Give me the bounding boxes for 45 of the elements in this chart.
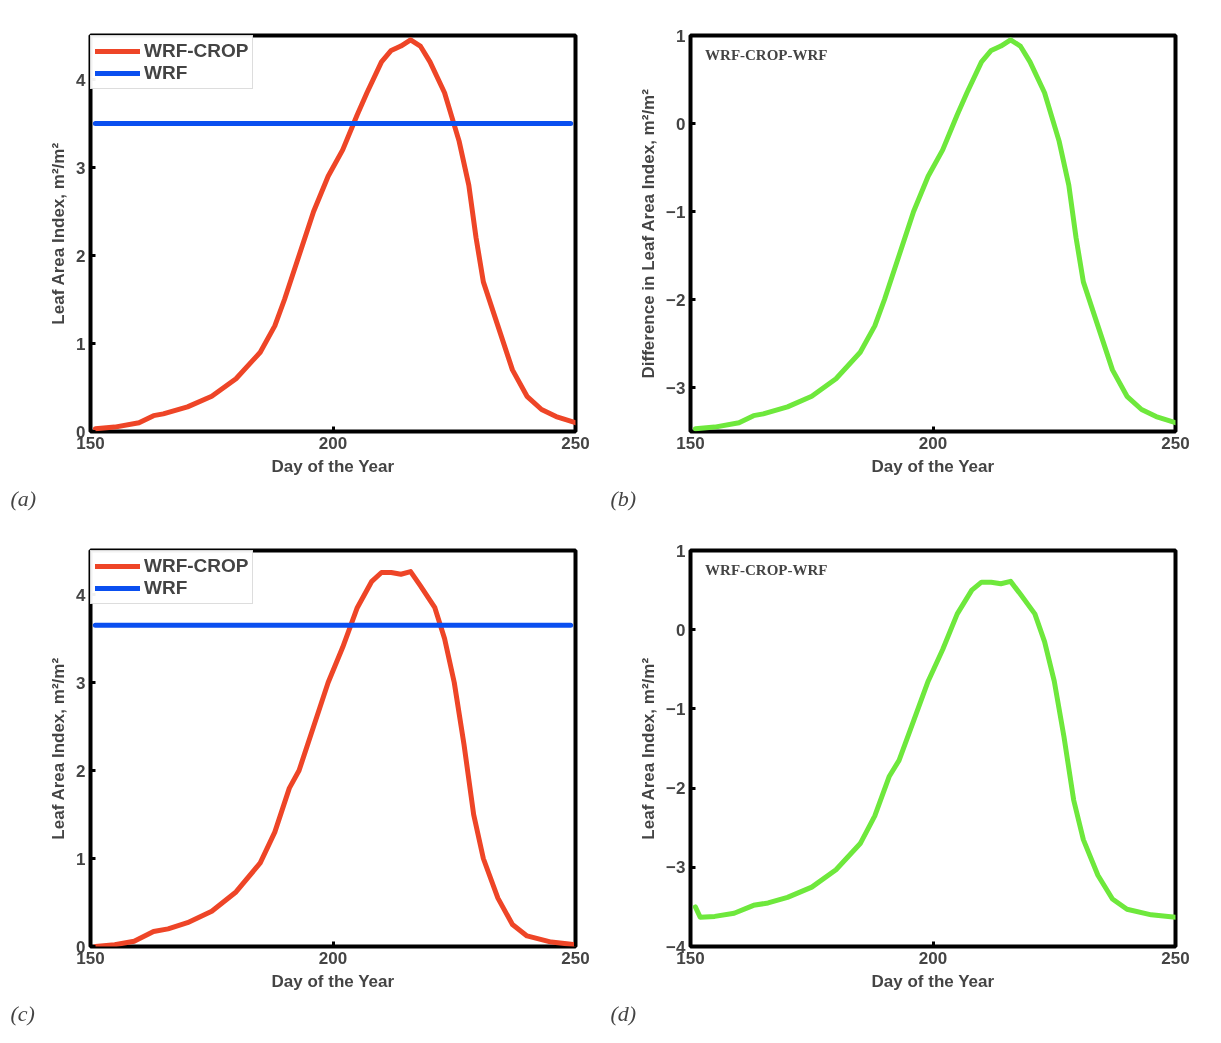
x-tick-label: 200 (318, 433, 348, 453)
text: (d) (610, 1000, 637, 1026)
x-tick-label: 200 (918, 948, 948, 968)
y-tick-label: 3 (76, 673, 86, 693)
x-axis-title: Day of the Year (871, 971, 995, 991)
legend-label: WRF-CROP (144, 40, 249, 62)
y-tick-label: −1 (666, 202, 686, 222)
y-tick-label: 4 (76, 70, 87, 90)
text: (c) (10, 1000, 35, 1026)
x-tick-label: 250 (1161, 948, 1190, 968)
y-tick-label: −3 (666, 858, 686, 878)
legend-label: WRF-CROP (144, 555, 249, 577)
y-tick-label: 3 (76, 158, 86, 178)
x-tick-label: 250 (1161, 433, 1190, 453)
y-tick-label: 0 (676, 114, 686, 134)
y-tick-label: 1 (676, 26, 686, 46)
x-tick-label: 250 (561, 948, 590, 968)
y-axis-title: Difference in Leaf Area Index, m²/m² (639, 88, 659, 379)
legend-label: WRF (144, 62, 188, 84)
x-axis-title: Day of the Year (271, 456, 395, 476)
y-tick-label: 1 (76, 334, 86, 354)
y-axis-title: Leaf Area Index, m²/m² (639, 657, 659, 840)
y-tick-label: −2 (666, 290, 686, 310)
annotation: WRF-CROP-WRF (705, 47, 828, 64)
x-axis-title: Day of the Year (871, 456, 995, 476)
y-axis-title: Leaf Area Index, m²/m² (49, 142, 69, 325)
x-axis-title: Day of the Year (271, 971, 395, 991)
y-tick-label: −3 (666, 378, 686, 398)
y-tick-label: 2 (76, 761, 86, 781)
x-tick-label: 200 (918, 433, 948, 453)
annotation: WRF-CROP-WRF (705, 562, 828, 579)
x-tick-label: 150 (676, 433, 705, 453)
text: (b) (610, 485, 637, 511)
y-tick-label: 1 (676, 541, 686, 561)
y-tick-label: 4 (76, 585, 87, 605)
y-tick-label: 2 (76, 246, 86, 266)
y-axis-title: Leaf Area Index, m²/m² (49, 657, 69, 840)
y-tick-label: −2 (666, 779, 686, 799)
y-tick-label: 1 (76, 849, 86, 869)
legend-label: WRF (144, 577, 188, 599)
x-tick-label: 200 (318, 948, 348, 968)
x-tick-label: 250 (561, 433, 590, 453)
text: (a) (10, 485, 37, 511)
y-tick-label: −1 (666, 699, 686, 719)
y-tick-label: 0 (676, 620, 686, 640)
